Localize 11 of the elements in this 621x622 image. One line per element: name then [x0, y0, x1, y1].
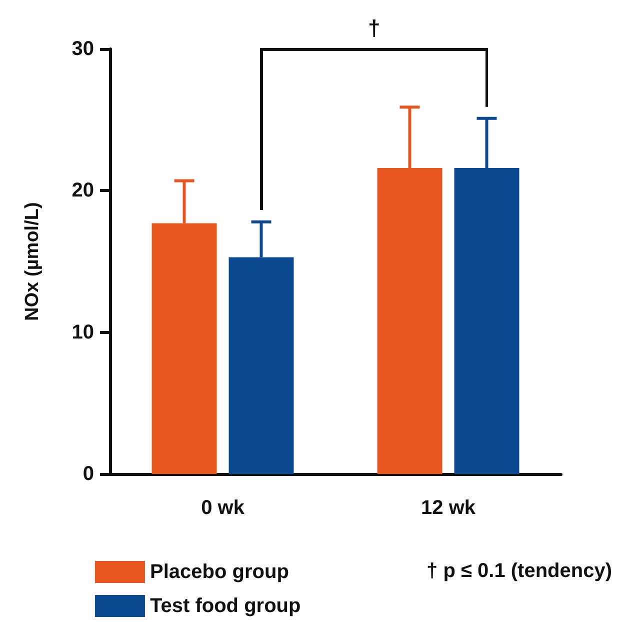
x-tick-label: 0 wk [201, 497, 246, 519]
text: † p ≤ 0.1 (tendency) [426, 560, 612, 582]
y-tick-label: 20 [72, 180, 94, 202]
y-tick-label: 30 [72, 38, 94, 60]
legend-label: Placebo group [150, 561, 289, 583]
text: † [368, 16, 380, 40]
y-axis-title: NOx (µmol/L) [22, 202, 43, 321]
x-tick-label: 12 wk [421, 497, 476, 519]
y-tick-label: 10 [72, 321, 94, 344]
y-tick-label: 0 [82, 463, 94, 485]
legend-label: Test food group [150, 595, 301, 617]
